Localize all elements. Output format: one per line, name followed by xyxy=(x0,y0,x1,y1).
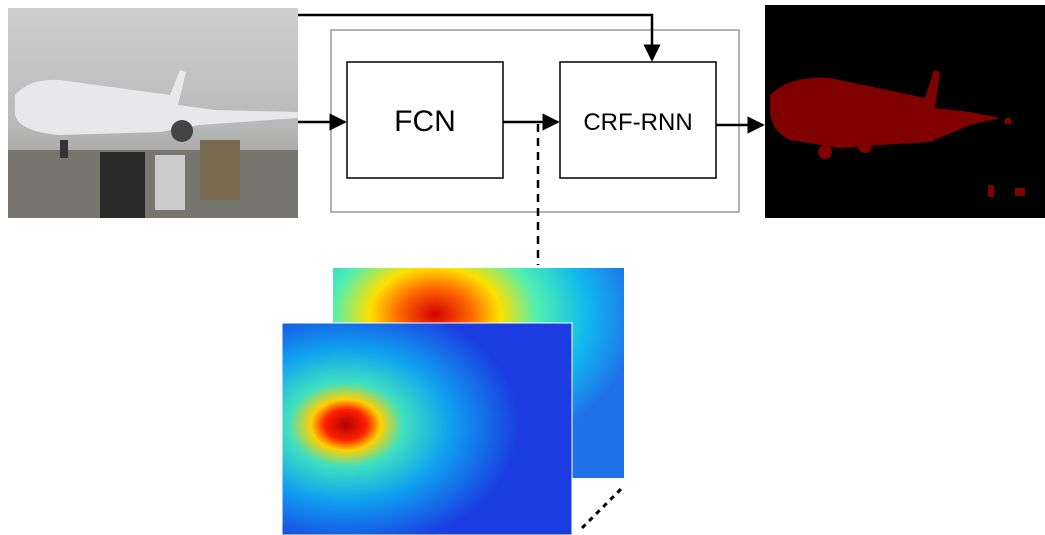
crf-box xyxy=(559,61,717,179)
input-image xyxy=(8,8,298,218)
fcn-box xyxy=(346,61,504,179)
fcn-label: FCN xyxy=(394,105,456,138)
arrows xyxy=(298,13,765,530)
heatmap-front xyxy=(281,322,573,535)
crf-label: CRF-RNN xyxy=(583,109,692,136)
output-mask xyxy=(765,5,1045,218)
